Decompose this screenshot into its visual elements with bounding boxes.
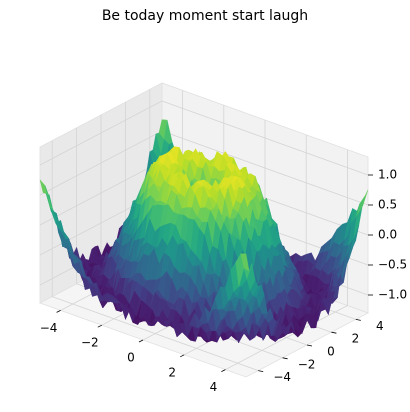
x-tick [221,369,226,372]
z-tick-label: −1.0 [378,288,407,302]
z-tick-label: 0.0 [378,228,397,242]
chart-title: Be today moment start laugh [101,8,309,24]
z-tick-label: 1.0 [378,168,397,182]
grid-z-back [161,100,369,176]
y-tick [282,357,288,360]
surface-mesh [39,119,369,344]
x-tick-label: −2 [81,336,99,350]
grid-z-left [39,100,163,166]
x-tick-label: 2 [168,365,176,379]
z-tick-label: 0.5 [378,198,397,212]
grid-y-floor [52,296,259,371]
z-tick-label: −0.5 [378,258,407,272]
y-tick-label: 2 [352,332,360,346]
grid-z-left [39,130,163,196]
grid-z-left [39,160,163,226]
y-tick [306,344,313,347]
x-tick-label: −4 [40,321,58,335]
x-tick [56,310,61,313]
y-tick [331,331,337,334]
y-tick-label: 0 [327,345,335,359]
y-tick [355,319,361,321]
x-tick [180,354,185,358]
y-tick [258,370,264,372]
axis-ticks: −4 −2 0 2 4 −4 −2 0 2 4 −1.0 −0.5 0.0 0.5 1.0 [40,168,407,395]
surface-face [240,253,250,272]
grid-z-back [161,130,369,206]
y-tick-label: 4 [376,319,384,333]
x-tick-label: 4 [210,380,218,394]
x-tick [138,339,144,343]
y-tick-label: −4 [273,370,291,384]
y-tick-label: −2 [298,357,316,371]
x-tick-label: 0 [127,351,135,365]
x-tick [97,324,102,328]
